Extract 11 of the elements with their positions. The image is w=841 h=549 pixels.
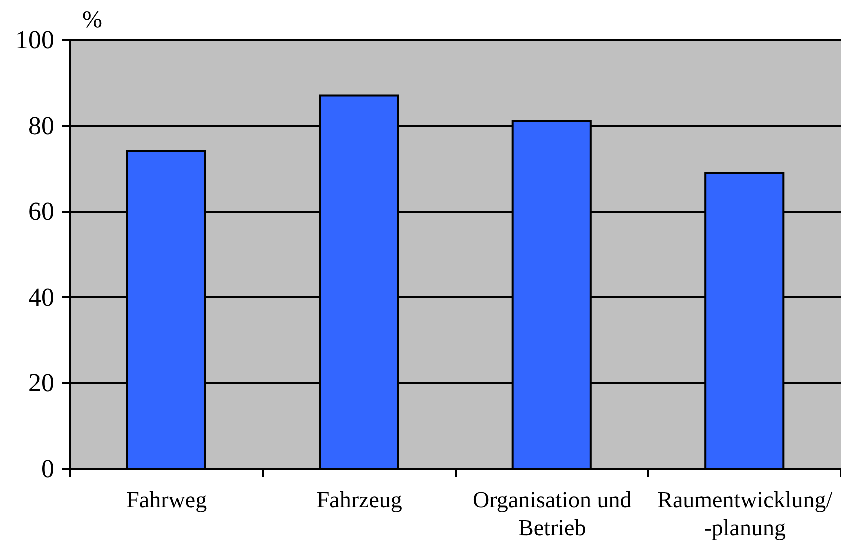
y-tick-label: 60 (28, 197, 54, 226)
x-tick-label: Fahrweg (126, 488, 208, 512)
y-tick-label: 100 (16, 26, 54, 54)
y-tick-label: 20 (28, 368, 54, 398)
x-tick-label: Fahrzeug (316, 488, 403, 512)
y-tick-label: 80 (28, 111, 54, 140)
y-tick-label: 40 (28, 282, 54, 312)
y-tick-label: 0 (42, 454, 54, 484)
x-tick-label: Organisation und Betrieb (473, 488, 632, 540)
y-axis-title: % (82, 8, 102, 34)
x-tick-label: Raumentwicklung/ -planung (658, 488, 834, 540)
